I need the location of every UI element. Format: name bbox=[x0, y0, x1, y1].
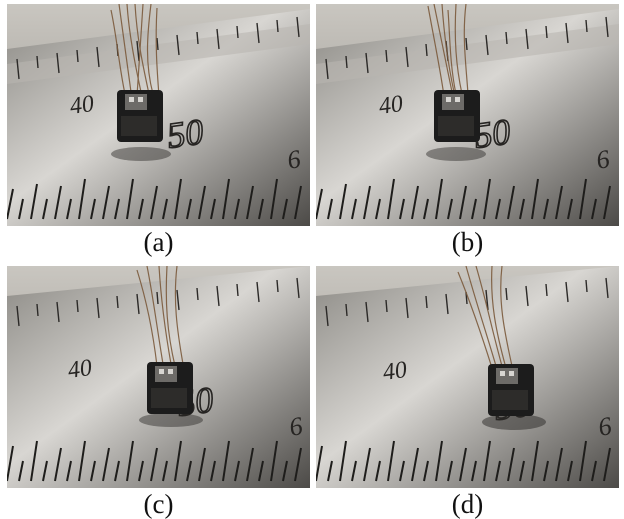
microrobot bbox=[426, 90, 486, 161]
photo-d: 40 50 6 bbox=[316, 266, 619, 488]
caption-a: (a) bbox=[143, 227, 174, 257]
ruler-label-50: 50 bbox=[165, 111, 206, 156]
ruler-label-40: 40 bbox=[381, 357, 408, 386]
photo-panel-d: 40 50 6 bbox=[316, 266, 619, 488]
ruler-label-60: 6 bbox=[287, 411, 305, 442]
microrobot bbox=[139, 362, 203, 427]
photo-panel-a: 40 50 6 bbox=[7, 4, 310, 226]
photo-panel-c: 40 50 6 bbox=[7, 266, 310, 488]
ruler-label-60: 6 bbox=[285, 144, 303, 175]
ruler-label-40: 40 bbox=[66, 355, 93, 384]
microrobot bbox=[111, 90, 171, 161]
photo-a: 40 50 6 bbox=[7, 4, 310, 226]
ruler-label-60: 6 bbox=[594, 144, 612, 175]
microrobot bbox=[482, 364, 546, 430]
photo-b: 40 50 6 bbox=[316, 4, 619, 226]
photo-c: 40 50 6 bbox=[7, 266, 310, 488]
ruler-label-60: 6 bbox=[596, 411, 614, 442]
photo-panel-b: 40 50 6 bbox=[316, 4, 619, 226]
ruler-label-40: 40 bbox=[68, 91, 95, 120]
caption-b: (b) bbox=[451, 227, 484, 257]
caption-d: (d) bbox=[451, 489, 484, 519]
ruler-label-40: 40 bbox=[377, 91, 404, 120]
caption-c: (c) bbox=[143, 489, 174, 519]
